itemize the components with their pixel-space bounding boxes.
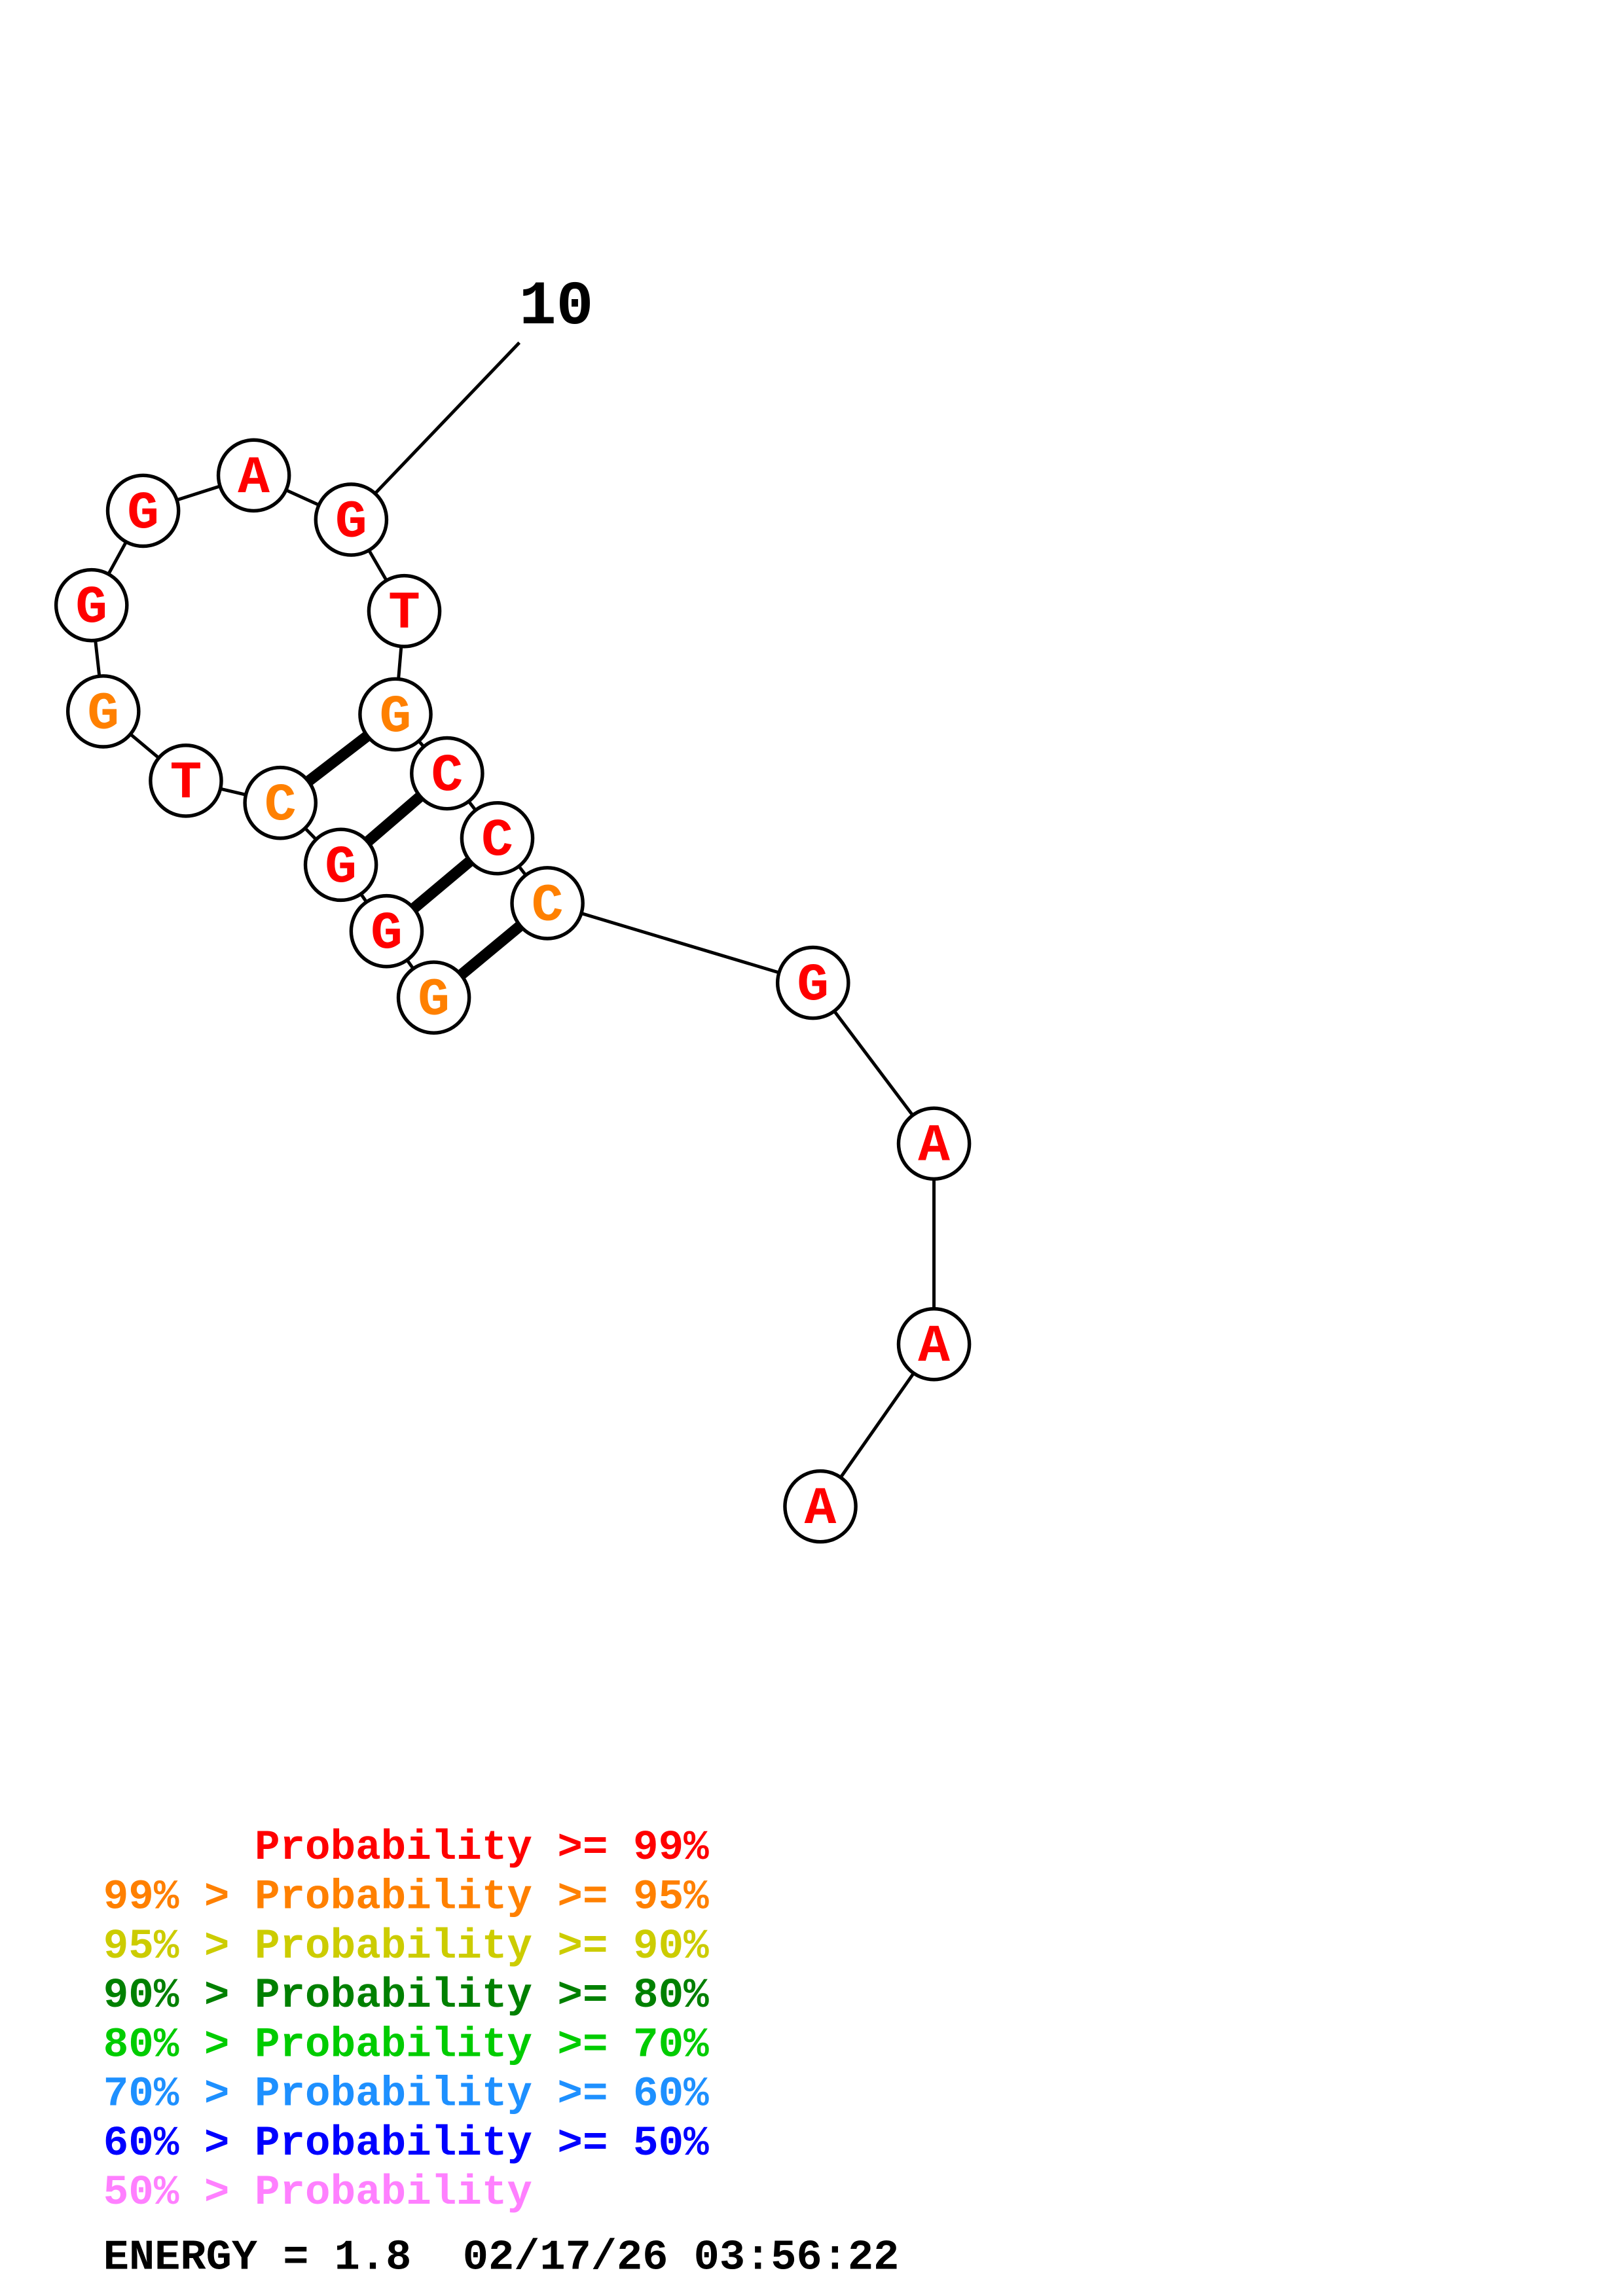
base-letter: C <box>481 811 513 871</box>
backbone-line <box>547 901 814 984</box>
legend-row-5: 80% > Probability >= 70% <box>103 2022 709 2069</box>
nucleotide-circle <box>396 960 471 1035</box>
base-letter: G <box>380 687 412 747</box>
base-letter: A <box>918 1317 950 1377</box>
legend-row-8: 50% > Probability <box>103 2170 532 2217</box>
base-letter: G <box>797 956 829 1016</box>
nucleotide-15-T: T <box>149 744 223 818</box>
base-letter: C <box>264 776 297 836</box>
nucleotide-circle <box>460 800 535 876</box>
nucleotide-18-G: G <box>349 893 424 969</box>
nucleotide-14-G: G <box>65 674 141 749</box>
base-letter: G <box>418 971 450 1031</box>
nucleotide-circle <box>775 945 850 1020</box>
nucleotide-8-G: G <box>358 677 433 752</box>
base-letter: C <box>532 876 564 936</box>
nucleotide-circle <box>149 744 223 818</box>
nucleotide-circle <box>105 473 181 548</box>
nucleotide-circle <box>303 827 378 903</box>
nucleotide-12-G: G <box>105 473 181 548</box>
bond-lines <box>90 341 936 1508</box>
base-letter: G <box>75 578 107 638</box>
nucleotide-circle <box>314 482 389 557</box>
nucleotide-circle <box>65 674 141 749</box>
probability-legend: Probability >= 99%99% > Probability >= 9… <box>103 1825 709 2217</box>
nucleotide-circle <box>349 893 424 969</box>
nucleotide-2-A: A <box>896 1306 972 1382</box>
base-letter: G <box>325 838 357 898</box>
position-pointer-line <box>357 341 521 512</box>
legend-row-6: 70% > Probability >= 60% <box>103 2072 709 2119</box>
nucleotide-circle <box>896 1306 972 1382</box>
nucleotide-3-A: A <box>896 1106 972 1181</box>
nucleotide-11-A: A <box>216 438 291 513</box>
nucleotide-circle <box>54 567 129 643</box>
nucleotide-19-G: G <box>396 960 471 1035</box>
nucleotide-9-T: T <box>367 573 442 649</box>
legend-row-2: 99% > Probability >= 95% <box>103 1874 709 1922</box>
nucleotide-circle <box>410 736 484 811</box>
base-letter: T <box>388 584 420 644</box>
nucleotide-circle <box>510 866 585 941</box>
legend-row-4: 90% > Probability >= 80% <box>103 1973 709 2020</box>
nucleotide-1-A: A <box>783 1469 858 1544</box>
legend-row-7: 60% > Probability >= 50% <box>103 2121 709 2168</box>
nucleotide-circle <box>358 677 433 752</box>
nucleotide-4-G: G <box>775 945 850 1020</box>
legend-row-1: Probability >= 99% <box>103 1825 709 1872</box>
base-letter: A <box>918 1117 950 1177</box>
nucleotide-5-C: C <box>510 866 585 941</box>
nucleotide-13-G: G <box>54 567 129 643</box>
nucleotide-circle <box>216 438 291 513</box>
base-letter: G <box>371 904 403 964</box>
base-letter: A <box>805 1479 837 1539</box>
legend-row-3: 95% > Probability >= 90% <box>103 1924 709 1971</box>
nucleotide-circle <box>783 1469 858 1544</box>
nucleotide-circle <box>896 1106 972 1181</box>
nucleotide-10-G: G <box>314 482 389 557</box>
energy-text: ENERGY = 1.8 02/17/26 03:56:22 <box>103 2234 900 2282</box>
base-letter: T <box>170 753 202 814</box>
base-letter: C <box>431 746 464 806</box>
base-letter: A <box>238 448 270 509</box>
base-letter: G <box>335 492 367 552</box>
base-letter: G <box>127 484 159 544</box>
nucleotide-circle <box>243 765 318 840</box>
position-label: 10 <box>519 272 594 342</box>
nucleotide-circle <box>367 573 442 649</box>
nucleotide-16-C: C <box>243 765 318 840</box>
nucleotide-6-C: C <box>460 800 535 876</box>
nucleotide-17-G: G <box>303 827 378 903</box>
nucleotide-7-C: C <box>410 736 484 811</box>
base-letter: G <box>87 684 119 744</box>
